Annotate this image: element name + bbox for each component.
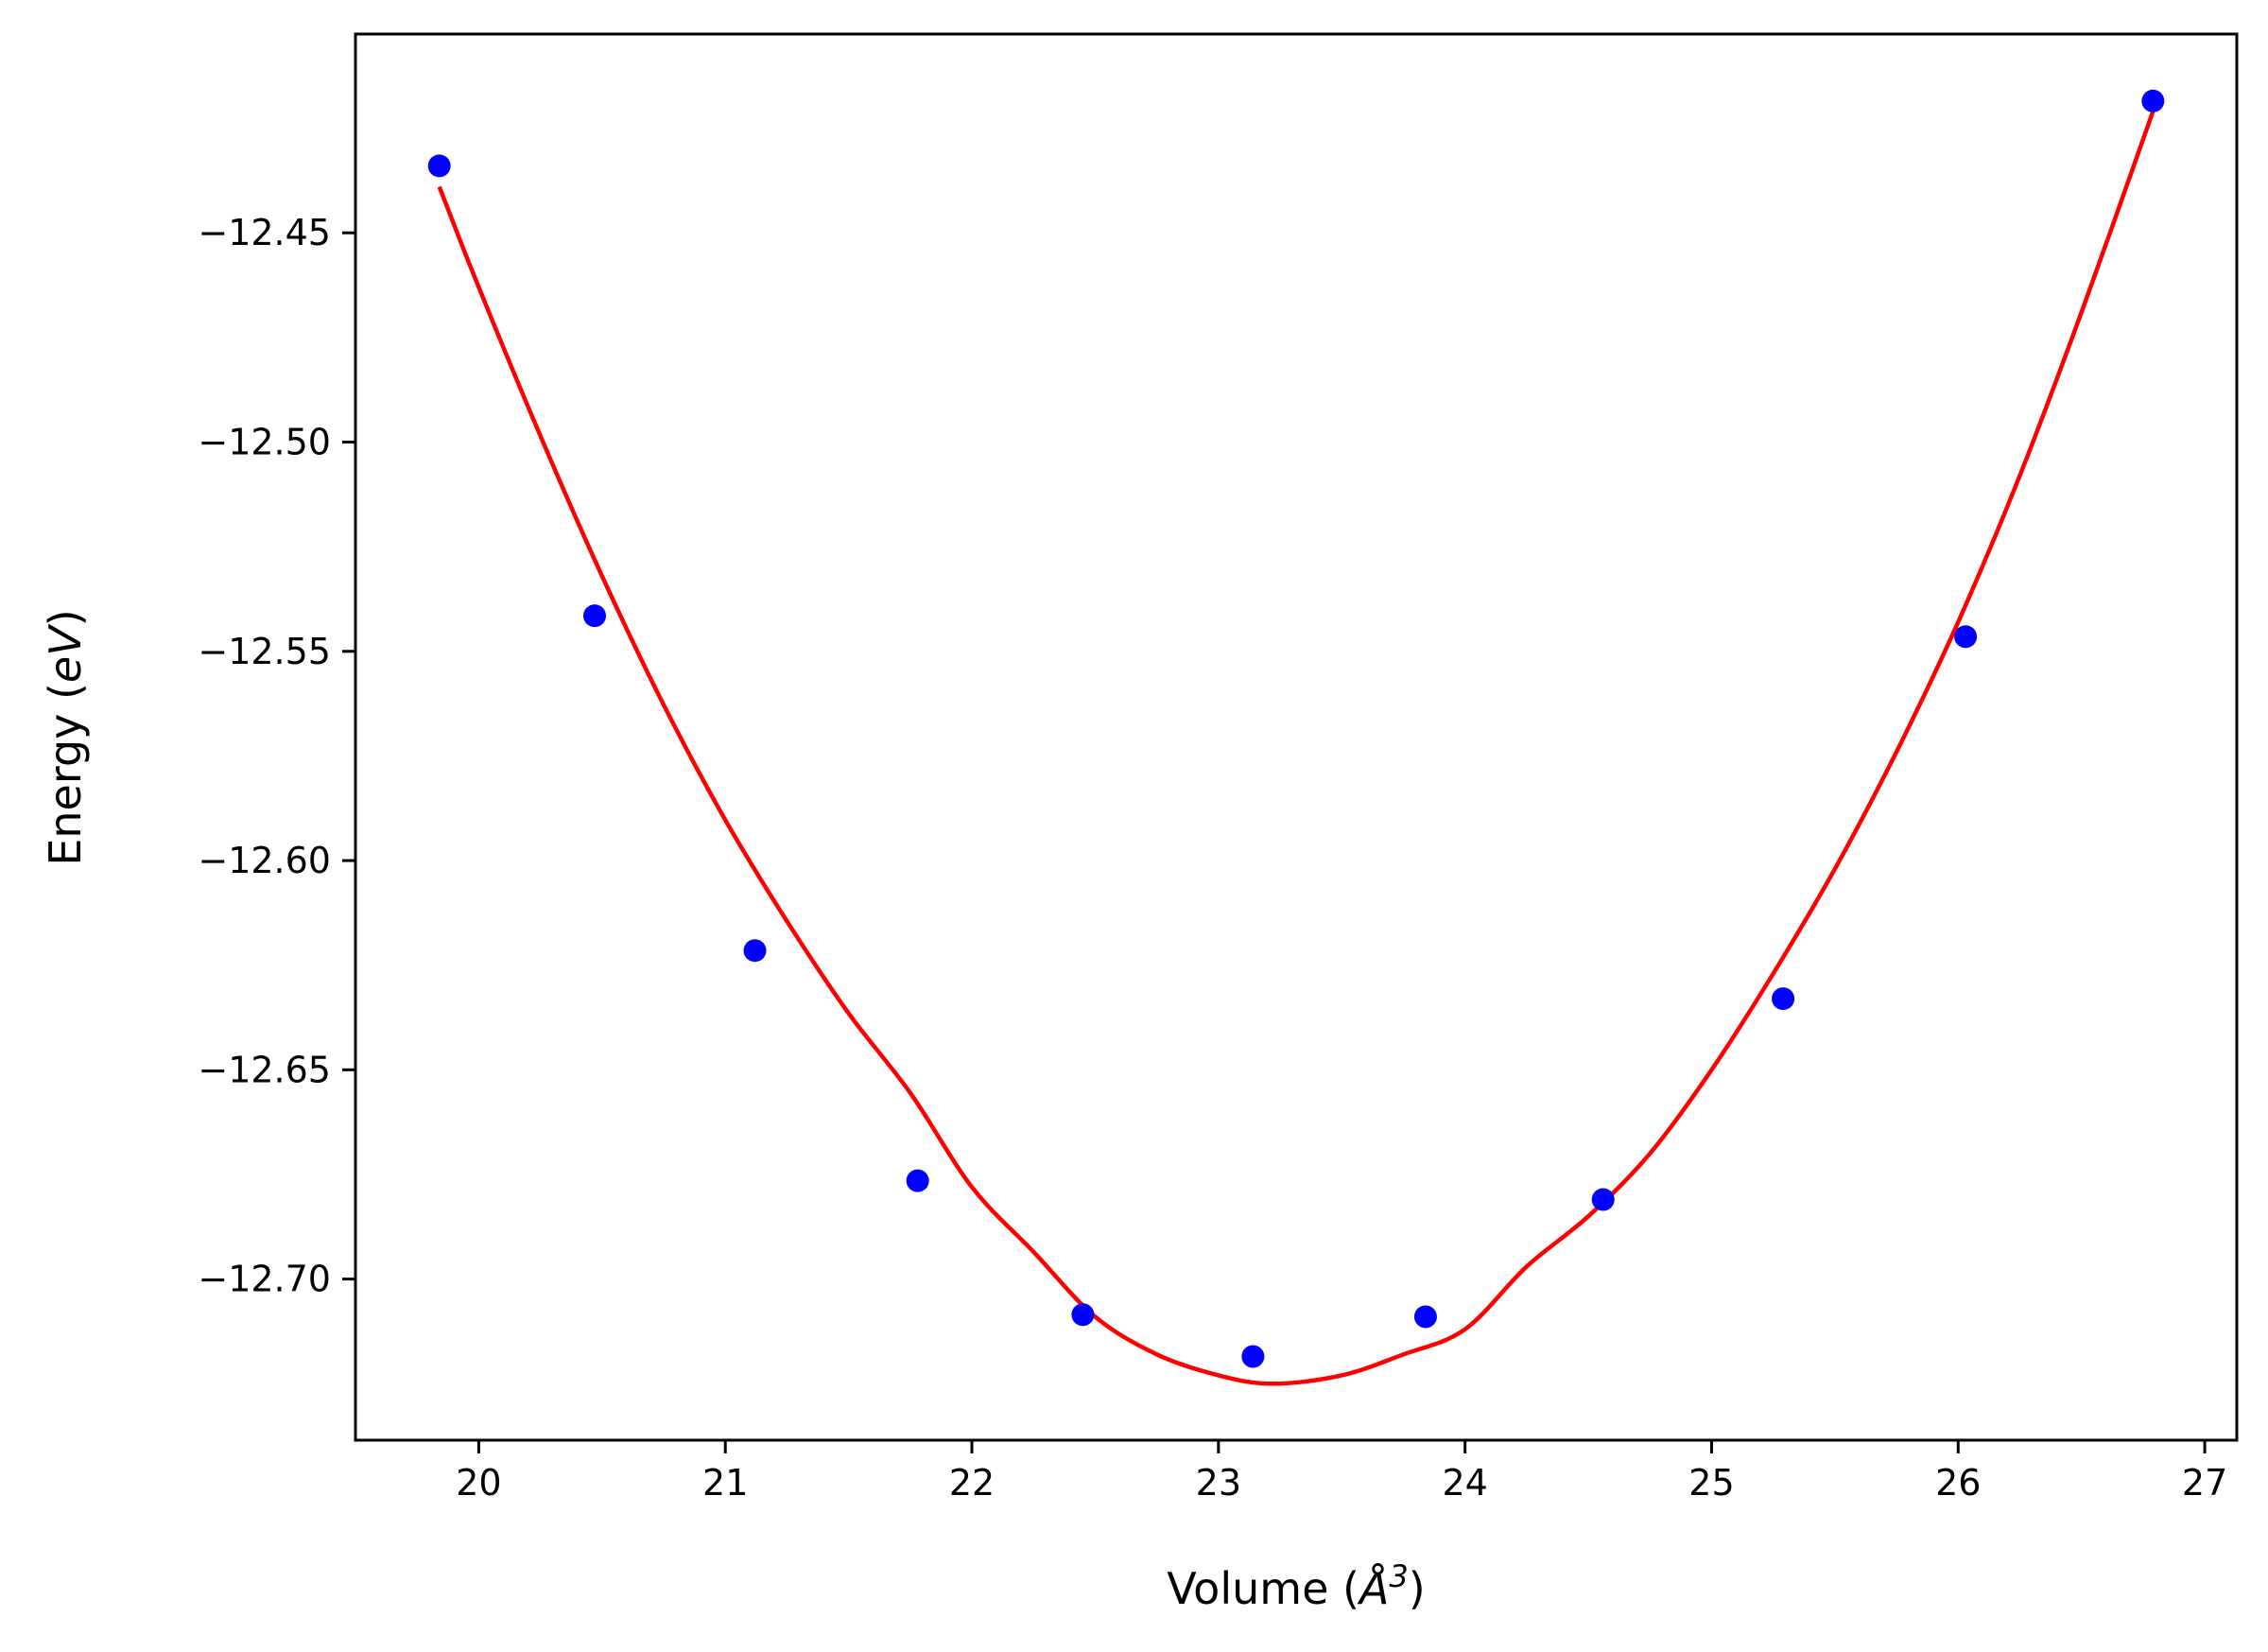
- plot-area: [354, 32, 2239, 1442]
- data-points-layer: [427, 89, 2165, 1368]
- y-tick-label: −12.70: [198, 1259, 331, 1300]
- y-axis-label-prefix: Energy (: [40, 683, 91, 866]
- data-point: [582, 604, 606, 628]
- data-point: [1071, 1303, 1095, 1327]
- data-point: [427, 154, 451, 178]
- x-axis-label-suffix: ): [1409, 1563, 1426, 1614]
- data-point: [1413, 1305, 1437, 1329]
- x-tick-label: 24: [1442, 1462, 1487, 1504]
- fit-curve-layer: [437, 111, 2155, 1386]
- y-tick-label: −12.45: [198, 212, 331, 253]
- x-axis-label-prefix: Volume (: [1167, 1563, 1359, 1614]
- x-tick-label: 27: [2182, 1462, 2227, 1504]
- y-tick-label: −12.50: [198, 421, 331, 462]
- y-axis-label-unit: eV: [40, 623, 91, 683]
- x-tick-label: 22: [949, 1462, 995, 1504]
- y-tick-label: −12.65: [198, 1049, 331, 1090]
- y-tick-label: −12.55: [198, 631, 331, 672]
- data-point: [2141, 89, 2165, 113]
- x-tick-label: 25: [1688, 1462, 1734, 1504]
- y-axis-label: Energy (eV): [40, 609, 91, 865]
- fit-curve-line: [437, 111, 2155, 1386]
- x-axis-label-power: 3: [1389, 1558, 1408, 1594]
- y-tick-label: −12.60: [198, 840, 331, 881]
- x-tick-label: 20: [456, 1462, 501, 1504]
- x-tick-label: 21: [702, 1462, 748, 1504]
- x-axis-label: Volume (Å3): [1167, 1558, 1425, 1614]
- x-axis-label-unit: Å: [1357, 1563, 1389, 1614]
- x-axis-ticks: 20 21 22 23 24 25 26 27: [456, 1440, 2227, 1504]
- data-point: [1954, 625, 1978, 649]
- data-point: [1772, 987, 1795, 1011]
- data-point: [1591, 1188, 1615, 1211]
- x-tick-label: 23: [1196, 1462, 1241, 1504]
- y-axis-ticks: −12.70 −12.65 −12.60 −12.55 −12.50 −12.45: [198, 212, 355, 1300]
- axes-frame: [354, 32, 2239, 1442]
- x-tick-label: 26: [1935, 1462, 1981, 1504]
- data-point: [906, 1169, 929, 1192]
- y-axis-label-suffix: ): [40, 609, 91, 626]
- data-point: [743, 939, 767, 963]
- data-point: [1241, 1345, 1265, 1368]
